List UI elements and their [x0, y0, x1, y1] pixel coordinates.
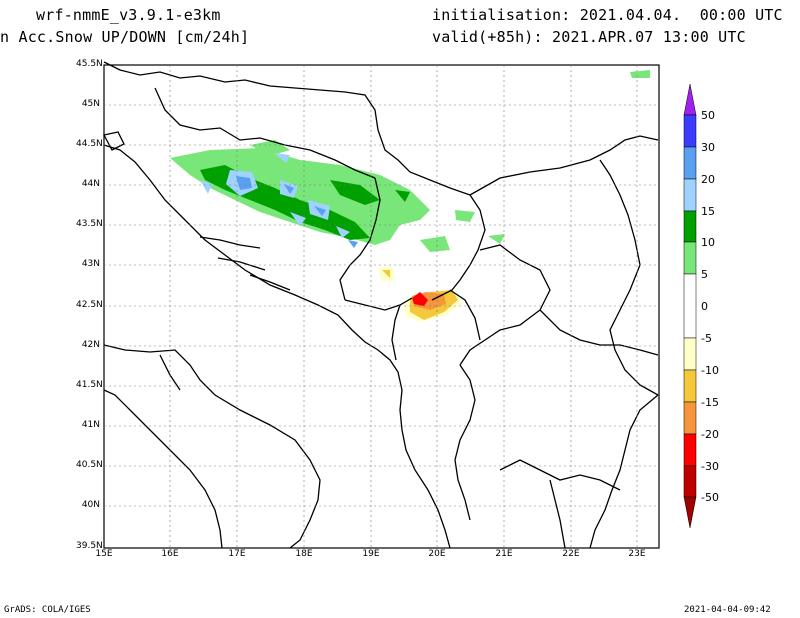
lon-label-21E: 21E: [495, 549, 513, 559]
valid-time: valid(+85h): 2021.APR.07 13:00 UTC: [432, 28, 746, 46]
lat-label-42.5N: 42.5N: [76, 300, 103, 310]
footer-timestamp: 2021-04-04-09:42: [684, 605, 771, 615]
lon-label-23E: 23E: [628, 549, 646, 559]
lat-label-43N: 43N: [81, 259, 100, 269]
colorbar: [683, 83, 697, 529]
colorbar-label-minus15: -15: [701, 396, 719, 409]
field-title: n Acc.Snow UP/DOWN [cm/24h]: [0, 28, 250, 46]
lon-label-20E: 20E: [428, 549, 446, 559]
lon-label-17E: 17E: [228, 549, 246, 559]
lat-label-44N: 44N: [81, 179, 100, 189]
lat-label-39.5N: 39.5N: [76, 541, 103, 551]
colorbar-label-10: 10: [701, 236, 715, 249]
coastlines-borders: [103, 61, 659, 549]
colorbar-label-minus10: -10: [701, 364, 719, 377]
colorbar-label-50: 50: [701, 109, 715, 122]
lon-label-19E: 19E: [362, 549, 380, 559]
lat-label-41N: 41N: [81, 420, 100, 430]
lat-label-41.5N: 41.5N: [76, 380, 103, 390]
lat-label-43.5N: 43.5N: [76, 219, 103, 229]
init-time: initialisation: 2021.04.04. 00:00 UTC: [432, 6, 783, 24]
footer-credit: GrADS: COLA/IGES: [4, 605, 91, 615]
lat-label-40N: 40N: [81, 500, 100, 510]
colorbar-label-minus20: -20: [701, 428, 719, 441]
colorbar-label-0: 0: [701, 300, 708, 313]
colorbar-label-30: 30: [701, 141, 715, 154]
colorbar-label-15: 15: [701, 205, 715, 218]
colorbar-label-minus5: -5: [701, 332, 712, 345]
colorbar-label-minus30: -30: [701, 460, 719, 473]
lon-label-22E: 22E: [562, 549, 580, 559]
lat-label-45.5N: 45.5N: [76, 59, 103, 69]
colorbar-label-5: 5: [701, 268, 708, 281]
lat-label-44.5N: 44.5N: [76, 139, 103, 149]
lon-label-16E: 16E: [161, 549, 179, 559]
snow-fields: [170, 70, 650, 322]
colorbar-label-minus50: -50: [701, 491, 719, 504]
lon-label-15E: 15E: [95, 549, 113, 559]
lat-label-40.5N: 40.5N: [76, 460, 103, 470]
lat-label-45N: 45N: [81, 99, 100, 109]
lat-label-42N: 42N: [81, 340, 100, 350]
colorbar-label-20: 20: [701, 173, 715, 186]
grid-lines: [104, 65, 659, 548]
lon-label-18E: 18E: [295, 549, 313, 559]
model-title: wrf-nmmE_v3.9.1-e3km: [36, 6, 221, 24]
plot-frame: [103, 64, 660, 549]
